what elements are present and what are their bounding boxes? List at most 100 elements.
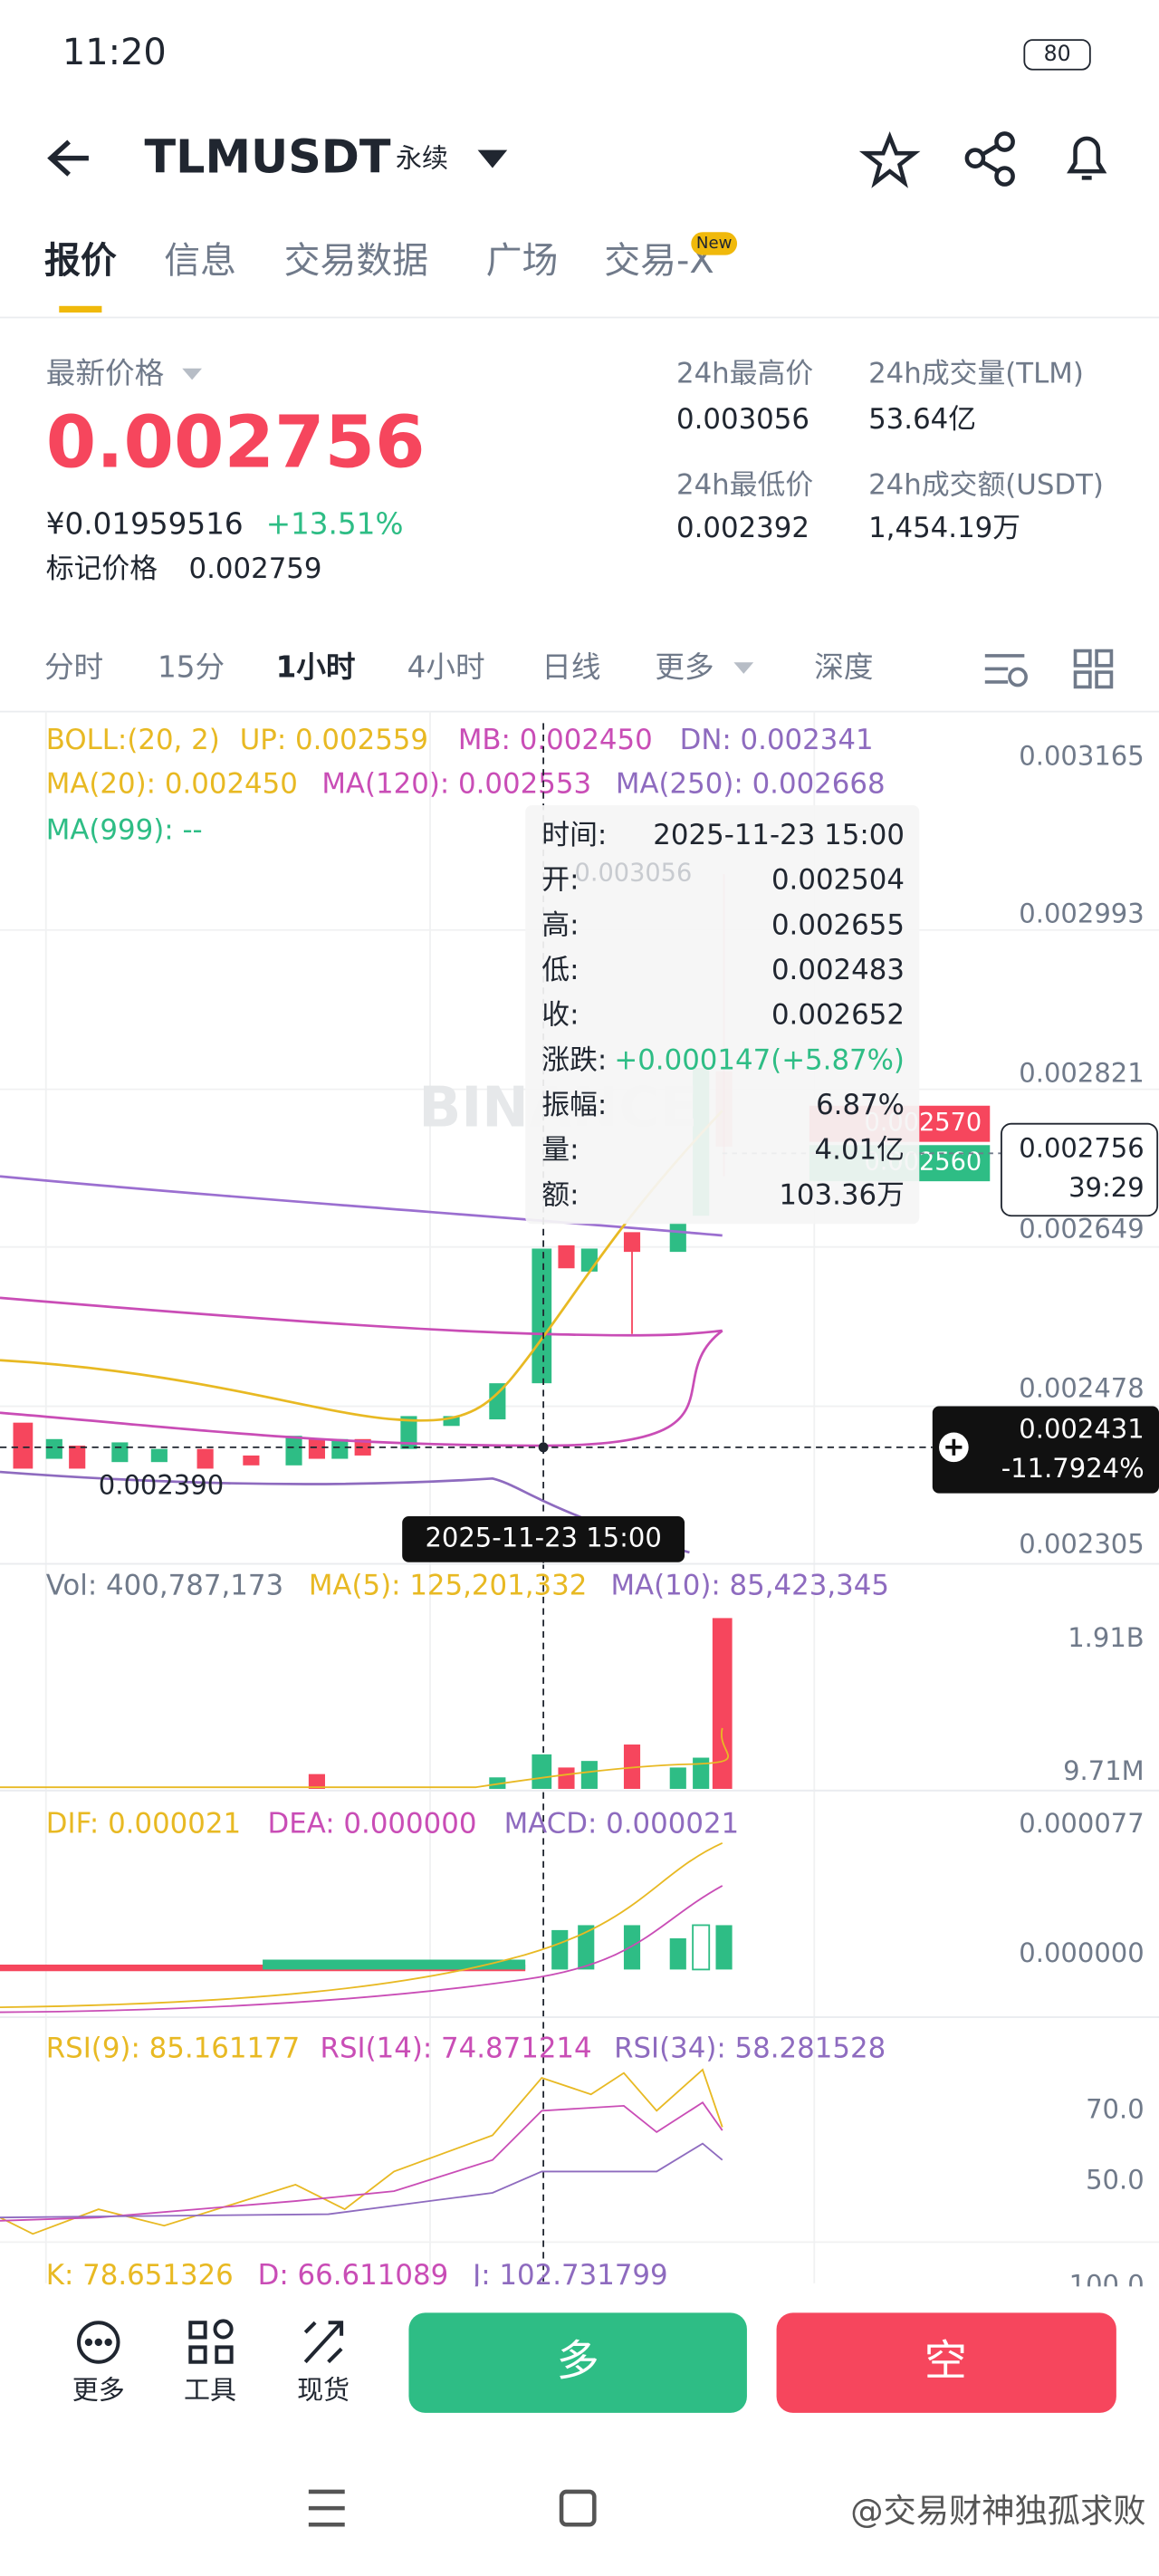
tooltip (525, 804, 920, 1225)
tooltip-key: 振幅: (541, 1089, 607, 1121)
short-label: 空 (924, 2337, 967, 2387)
settings-icon[interactable] (984, 654, 1028, 687)
low-label: 0.002390 (99, 1469, 224, 1500)
tooltip-value: 0.002652 (771, 999, 905, 1032)
toolbar-icons (77, 2319, 344, 2364)
contract-type: 永续 (396, 142, 448, 173)
stat-label: 24h成交量(TLM) (868, 357, 1084, 389)
nav-menu[interactable] (308, 2489, 345, 2527)
timeframe[interactable]: 更多 (655, 649, 714, 684)
rsi-label: RSI(9): 85.161177 (46, 2033, 301, 2065)
timeframe[interactable]: 深度 (814, 649, 873, 684)
axis-label: 0.002993 (1019, 898, 1144, 928)
axis-label: 0.002821 (1019, 1057, 1144, 1088)
macd-label: DEA: 0.000000 (268, 1807, 477, 1840)
toolbar-label[interactable]: 更多 (72, 2374, 125, 2405)
change: +13.51% (266, 507, 404, 542)
badge-text: New (696, 234, 733, 253)
tooltip-value: 0.002655 (771, 908, 905, 941)
tooltip-key: 涨跌: (541, 1043, 607, 1076)
axis-label: 0.000077 (1019, 1808, 1144, 1839)
price-label: 最新价格 (46, 356, 165, 390)
toolbar-label[interactable]: 工具 (184, 2374, 236, 2405)
tab[interactable]: 交易数据 (284, 240, 429, 282)
crosshair-price: 0.002431 (1019, 1414, 1144, 1445)
tooltip-value: 2025-11-23 15:00 (653, 819, 905, 851)
countdown: 39:29 (1068, 1172, 1145, 1203)
high-label: 0.003056 (575, 860, 693, 888)
axis-label: 0.000000 (1019, 1937, 1144, 1968)
axis-label: 1.91B (1068, 1622, 1144, 1653)
indicator-label: MA(250): 0.002668 (616, 768, 886, 801)
tooltip-value: 103.36万 (779, 1178, 905, 1211)
crosshair-time-box (402, 1516, 685, 1562)
back-button[interactable] (47, 139, 89, 177)
indicator-lines (0, 1110, 723, 1554)
timeframe[interactable]: 日线 (541, 649, 600, 684)
macd-label: DIF: 0.000021 (46, 1807, 241, 1840)
share-button[interactable] (964, 131, 1015, 187)
indicator-label: MA(120): 0.002553 (321, 768, 591, 801)
indicator-label: MB: 0.002450 (458, 724, 653, 756)
rsi-label: RSI(34): 58.281528 (614, 2033, 886, 2065)
crosshair-price-box (932, 1406, 1159, 1494)
rsi-label: RSI(14): 74.871214 (321, 2033, 592, 2065)
mark-label: 标记价格 (46, 553, 158, 585)
long-button[interactable] (408, 2312, 747, 2413)
last-price-box (1001, 1122, 1159, 1217)
tooltip-key: 高: (541, 908, 579, 941)
volume-bars (0, 1618, 733, 1789)
axis-label: 0.003165 (1019, 740, 1144, 771)
badge (691, 232, 738, 255)
layout-icon[interactable] (1073, 649, 1114, 689)
battery-level: 80 (1044, 41, 1071, 66)
nav-home[interactable] (559, 2489, 597, 2527)
tooltip-rows: 时间: 2025-11-23 15:00 开: 0.002504 高: 0.002655 低… (541, 819, 905, 1211)
tooltip-key: 时间: (541, 819, 607, 851)
tooltip-key: 低: (541, 954, 579, 986)
tooltip-key: 额: (541, 1178, 579, 1211)
crosshair-time: 2025-11-23 15:00 (425, 1522, 661, 1552)
dropdown[interactable] (182, 368, 203, 380)
indicator-label: UP: 0.002559 (240, 724, 428, 756)
volume-label: MA(5): 125,201,332 (309, 1569, 588, 1601)
tab[interactable]: 信息 (164, 240, 236, 282)
axis-label: 9.71M (1063, 1755, 1145, 1786)
timeframe[interactable]: 4小时 (407, 649, 485, 684)
stat-label: 24h成交额(USDT) (868, 469, 1104, 502)
tab[interactable]: 广场 (486, 240, 559, 282)
kdj-label: J: 102.731799 (471, 2259, 668, 2292)
footer-watermark: @交易财神独孤求败 (850, 2492, 1145, 2531)
indicator-label: BOLL:(20, 2) (46, 724, 220, 756)
timeframe[interactable]: 15分 (158, 649, 225, 684)
timeframe[interactable]: 分时 (44, 649, 103, 684)
last-price-tag: 0.002756 (1019, 1133, 1144, 1164)
status-time: 11:20 (62, 32, 167, 73)
dropdown[interactable] (733, 662, 754, 674)
timeframe[interactable]: 1小时 (276, 649, 356, 684)
symbol-dropdown[interactable] (477, 149, 508, 168)
stat-value: 53.64亿 (868, 403, 976, 436)
stat-label: 24h最高价 (676, 357, 813, 389)
indicator-label: DN: 0.002341 (680, 724, 874, 756)
tab-indicator (59, 305, 102, 313)
indicator-label: MA(999): -- (46, 813, 203, 846)
short-button[interactable] (776, 2312, 1116, 2413)
macd-label: MACD: 0.000021 (504, 1807, 740, 1840)
crosshair-dot (538, 1442, 549, 1453)
volume-label: MA(10): 85,423,345 (610, 1569, 889, 1601)
mark-price: 0.002759 (188, 553, 321, 585)
ui: 11:20 80 TLMUSDT 永续 报价 信息 交易数据 广场 交易-X N… (0, 32, 1159, 2576)
tooltip-key: 量: (541, 1134, 579, 1167)
tab[interactable]: 报价 (44, 240, 117, 282)
tooltip-key: 收: (541, 999, 579, 1032)
last-price: 0.002756 (46, 400, 426, 485)
favorite-button[interactable] (858, 130, 921, 188)
toolbar-label[interactable]: 现货 (297, 2374, 350, 2405)
tooltip-value: 0.002504 (771, 864, 905, 897)
indicator-label: MA(20): 0.002450 (46, 768, 298, 801)
macd-bars (0, 1841, 733, 2014)
alert-button[interactable] (1067, 136, 1107, 180)
long-label: 多 (557, 2337, 599, 2387)
